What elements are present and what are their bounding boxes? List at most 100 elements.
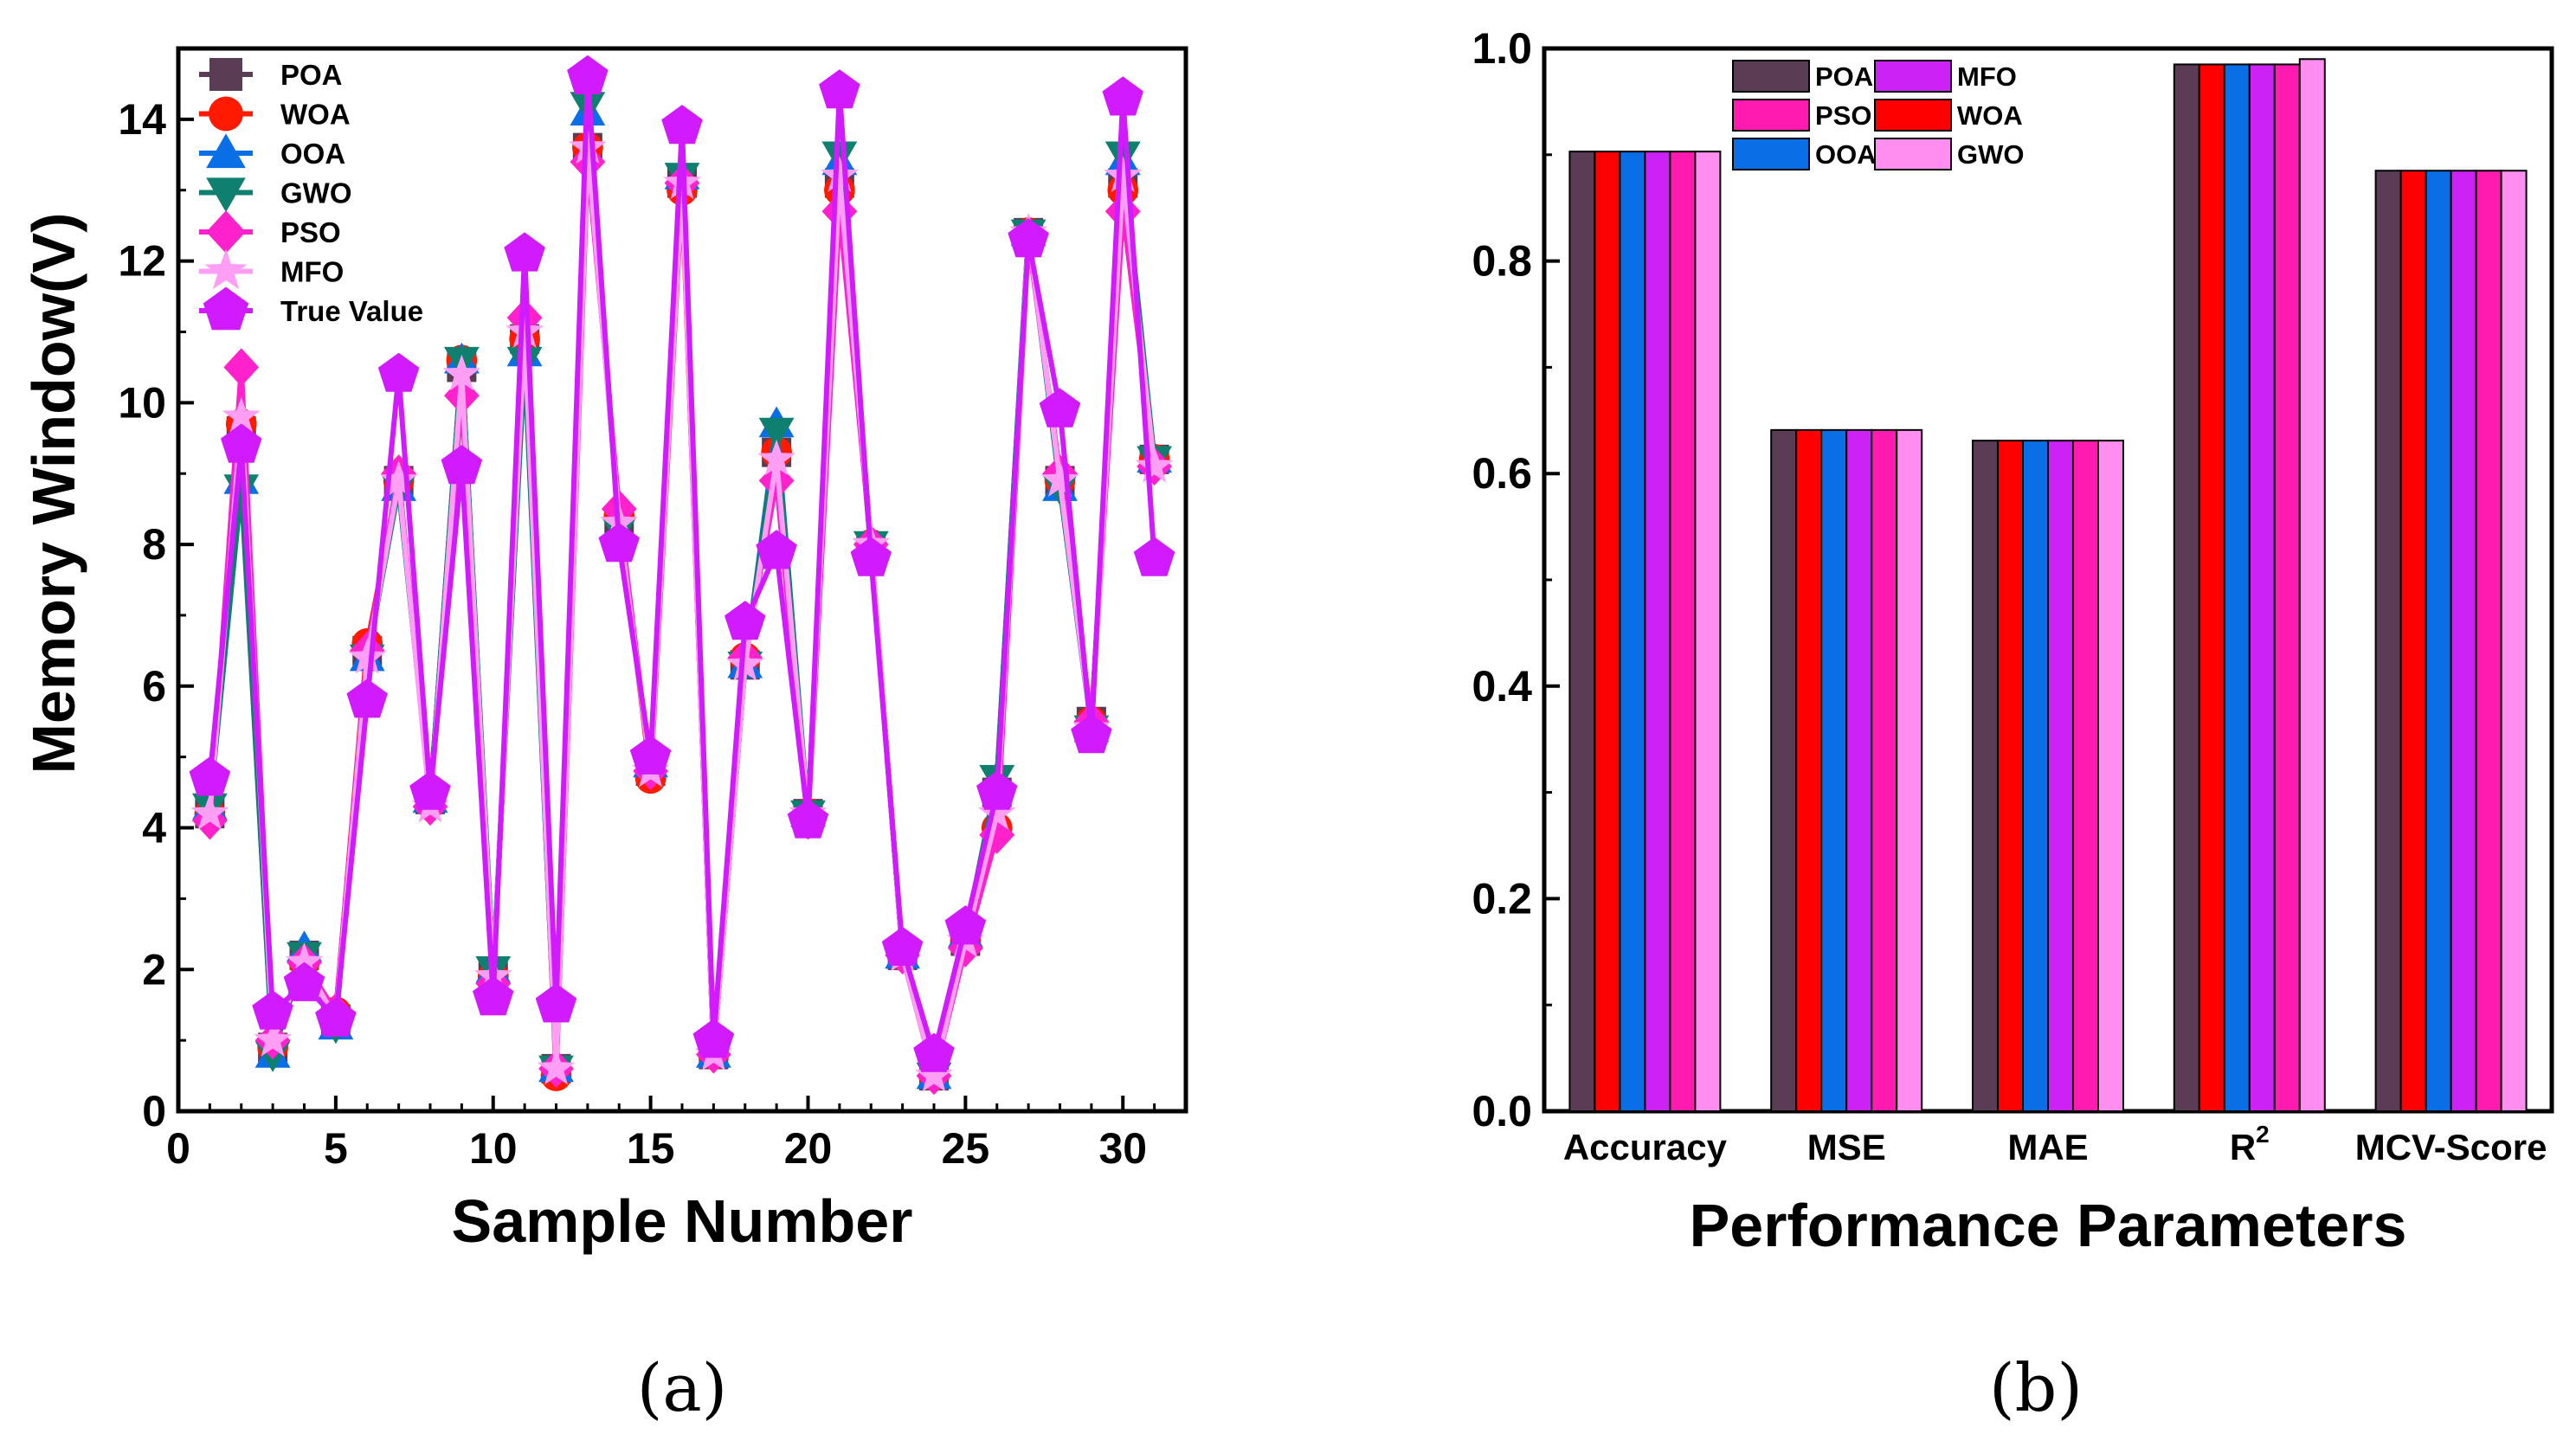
panel-a-x-axis-title: Sample Number: [452, 1187, 913, 1255]
bar-mfo: [2248, 63, 2276, 1112]
panel-a-label: (a): [637, 1349, 728, 1426]
bar-woa: [1795, 428, 1823, 1112]
data-point-true-value: [850, 537, 892, 576]
data-point-true-value: [409, 770, 451, 810]
panel-a-series-group: [189, 55, 1175, 1096]
bar-pso: [1669, 151, 1697, 1113]
data-point-true-value: [252, 990, 293, 1030]
legend-swatch-gwo: [1874, 138, 1952, 170]
data-point-true-value: [1008, 218, 1049, 258]
bar-woa: [2399, 170, 2427, 1113]
bar-pso: [1871, 428, 1898, 1112]
bar-pso: [2273, 63, 2301, 1112]
data-point-true-value: [661, 105, 703, 145]
category-name: MSE: [1807, 1127, 1886, 1167]
panel-a-x-tick-label: 25: [942, 1124, 990, 1173]
data-point-true-value: [504, 232, 545, 272]
legend-label-ooa: OOA: [1815, 139, 1877, 170]
legend-label-true-value: True Value: [280, 295, 423, 327]
legend-marker-gwo: [206, 177, 246, 213]
data-point-true-value: [346, 678, 388, 718]
data-point-mfo: [222, 396, 261, 434]
series-line-poa: [207, 145, 1157, 1079]
bar-pso: [2475, 170, 2502, 1113]
data-point-true-value: [1071, 714, 1112, 754]
legend-label-poa: POA: [280, 59, 343, 91]
bar-ooa: [2022, 440, 2049, 1112]
bar-gwo: [2500, 170, 2528, 1113]
legend-label-mfo: MFO: [280, 256, 344, 288]
data-point-true-value: [692, 1019, 735, 1058]
data-point-mfo: [506, 312, 544, 348]
bar-ooa: [1619, 151, 1646, 1113]
bar-poa: [1568, 151, 1596, 1113]
panel-b-legend: POA MFO PSO WOA OOA GWO: [1732, 60, 2025, 170]
data-point-mfo: [254, 1020, 292, 1057]
bar-ooa: [2223, 63, 2251, 1112]
bar-mfo: [2450, 170, 2477, 1113]
panel-a-y-tick-label: 8: [142, 520, 166, 569]
panel-a-y-axis-title: Memory Window(V): [20, 213, 87, 775]
legend-swatch-ooa: [1732, 138, 1810, 170]
series-true-value: [189, 55, 1175, 1072]
data-point-mfo: [725, 645, 764, 681]
panel-a-x-tick-label: 0: [166, 1124, 190, 1173]
data-point-true-value: [787, 799, 829, 839]
bar-mfo: [1644, 151, 1671, 1113]
bar-gwo: [2298, 58, 2326, 1112]
data-point-true-value: [283, 961, 325, 1001]
data-point-true-value: [189, 756, 231, 796]
panel-a-y-tick-label: 14: [118, 95, 166, 144]
data-point-true-value: [535, 983, 577, 1023]
legend-marker-true-value: [203, 286, 249, 331]
data-point-gwo: [758, 417, 795, 449]
panel-a-y-tick-label: 0: [142, 1087, 166, 1135]
data-point-mfo: [348, 638, 387, 674]
panel-a-x-tick-label: 30: [1098, 1124, 1147, 1173]
category-name: MCV-Score: [2355, 1127, 2547, 1167]
bar-mfo: [1845, 428, 1873, 1112]
panel-a-x-tick-label: 15: [627, 1124, 675, 1173]
legend-label-pso: PSO: [1815, 100, 1871, 131]
bar-poa: [2173, 63, 2200, 1112]
legend-swatch-pso: [1732, 99, 1810, 132]
bar-mfo: [2047, 440, 2074, 1112]
category-superscript: 2: [2256, 1121, 2270, 1148]
data-point-mfo: [977, 794, 1016, 830]
legend-label-poa: POA: [1815, 61, 1873, 92]
panel-a-line-chart: 0 5 10 15 20 25 30 0 2 4 6 8 10 12 14 POA WOA OOA GWO PSO M…: [20, 46, 1188, 1426]
data-point-mfo: [190, 794, 229, 830]
bar-gwo: [2097, 440, 2124, 1112]
data-point-mfo: [915, 1056, 953, 1092]
data-point-true-value: [441, 445, 483, 485]
data-point-pso: [223, 348, 260, 387]
legend-label-gwo: GWO: [280, 177, 351, 209]
legend-swatch-woa: [1874, 99, 1952, 132]
legend-swatch-mfo: [1874, 60, 1952, 93]
data-point-true-value: [629, 735, 672, 775]
series-line-woa: [207, 145, 1157, 1079]
panel-a-y-tick-label: 4: [142, 804, 166, 852]
panel-b-y-tick-label: 0.8: [1472, 237, 1532, 286]
panel-b-bars-group: [1568, 58, 2528, 1113]
bar-poa: [1770, 428, 1798, 1112]
panel-a-legend: POA WOA OOA GWO PSO MFO True Value: [199, 58, 423, 331]
legend-label-woa: WOA: [1957, 100, 2023, 131]
data-point-true-value: [724, 601, 766, 640]
bar-woa: [2198, 63, 2225, 1112]
data-point-mfo: [537, 1048, 576, 1085]
data-point-true-value: [944, 905, 987, 945]
panel-b-x-tick-label: Accuracy: [1563, 1127, 1728, 1167]
legend-marker-pso: [206, 210, 246, 254]
data-point-true-value: [819, 69, 860, 109]
data-point-mfo: [1040, 460, 1079, 497]
data-point-true-value: [1133, 537, 1175, 576]
legend-marker-mfo: [204, 248, 248, 290]
legend-label-pso: PSO: [280, 216, 341, 248]
panel-a-x-tick-label: 20: [784, 1124, 833, 1173]
panel-b-axis-ticks: 0.0 0.2 0.4 0.6 0.8 1.0 Accuracy MSE MAE R2 MCV-Sc…: [1472, 24, 2547, 1167]
legend-label-mfo: MFO: [1957, 61, 2017, 92]
panel-a-y-tick-label: 6: [142, 662, 166, 711]
data-point-true-value: [473, 976, 514, 1016]
